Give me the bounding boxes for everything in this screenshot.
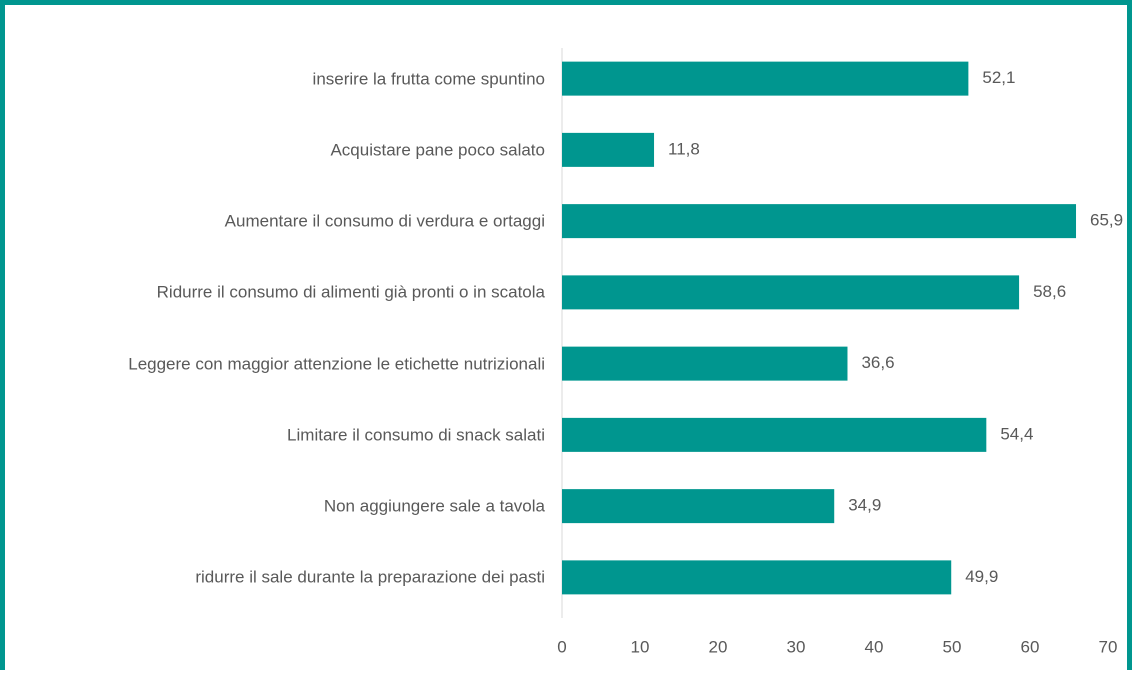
bar	[562, 132, 655, 167]
category-label: Ridurre il consumo di alimenti già pront…	[156, 282, 545, 302]
value-label: 34,9	[848, 496, 881, 515]
x-tick-label: 30	[787, 637, 806, 656]
value-label: 52,1	[982, 68, 1015, 87]
category-label: Aumentare il consumo di verdura e ortagg…	[224, 211, 545, 231]
x-tick-label: 70	[1099, 637, 1118, 656]
bar	[562, 560, 952, 595]
x-tick-label: 50	[943, 637, 962, 656]
bar	[562, 61, 969, 96]
x-tick-label: 20	[709, 637, 728, 656]
chart: 0 10 20 30 40 50 60 70 52,1 11,8 65,9 58,6 36,6 54,4 3…	[557, 48, 1123, 656]
category-label: Non aggiungere sale a tavola	[323, 496, 545, 516]
bar	[562, 417, 987, 452]
value-label: 11,8	[668, 139, 700, 158]
x-tick-label: 60	[1021, 637, 1040, 656]
category-label: inserire la frutta come spuntino	[312, 69, 545, 89]
x-tick-label: 40	[865, 637, 884, 656]
value-label: 36,6	[861, 353, 894, 372]
category-label: Limitare il consumo di snack salati	[287, 425, 545, 445]
value-label: 65,9	[1090, 211, 1123, 230]
x-tick-label: 10	[631, 637, 650, 656]
value-label: 58,6	[1033, 282, 1066, 301]
bar	[562, 204, 1077, 239]
bar	[562, 489, 835, 524]
bar	[562, 346, 848, 381]
value-label: 49,9	[965, 567, 998, 586]
category-label: Leggere con maggior attenzione le etiche…	[128, 354, 545, 374]
category-label: Acquistare pane poco salato	[330, 140, 545, 160]
value-label: 54,4	[1000, 424, 1033, 443]
category-label: ridurre il sale durante la preparazione …	[195, 567, 545, 587]
x-tick-label: 0	[557, 637, 566, 656]
bar	[562, 275, 1020, 310]
